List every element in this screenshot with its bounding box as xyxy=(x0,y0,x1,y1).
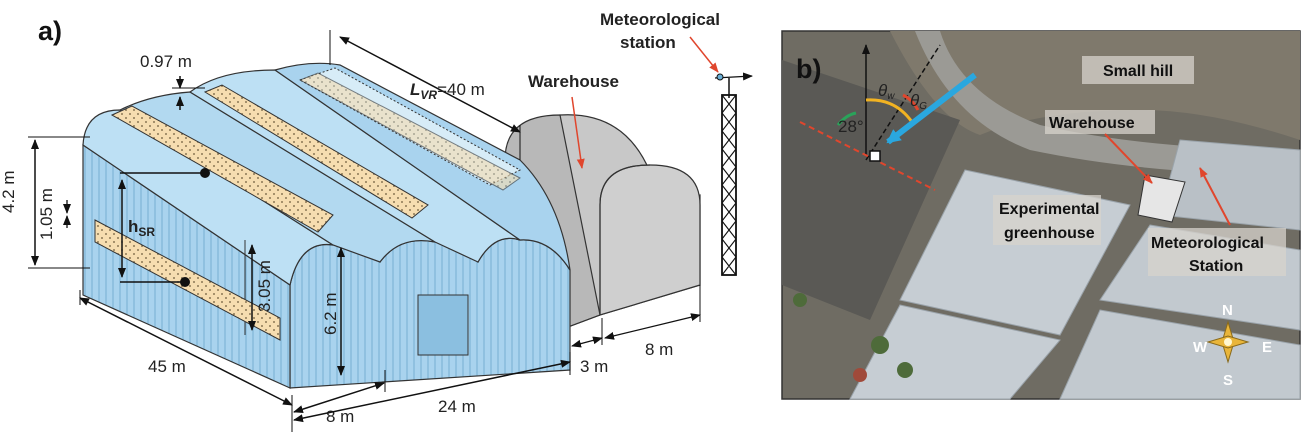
warehouse-label-a: Warehouse xyxy=(528,72,619,91)
compass-rose-icon xyxy=(1206,320,1250,364)
panel-b-label: b) xyxy=(796,54,821,84)
compass-e-label: E xyxy=(1262,339,1272,356)
met-station-label-line1: Meteorological xyxy=(600,10,720,29)
small-hill-label: Small hill xyxy=(1103,63,1173,80)
compass-n-label: N xyxy=(1222,302,1233,319)
roof-vent-strip-2 xyxy=(203,84,429,219)
met-station-tower-icon xyxy=(714,72,753,276)
lvr-dimension-line xyxy=(339,36,521,133)
greenhouse-label-line1: Experimental xyxy=(999,201,1099,218)
met-station-label-b-line1: Meteorological xyxy=(1151,235,1264,252)
warehouse-label-b: Warehouse xyxy=(1049,115,1135,132)
dim-length-45-label: 45 m xyxy=(148,357,186,376)
hsr-indicator xyxy=(118,168,210,287)
satellite-image xyxy=(781,30,1301,400)
greenhouse-label-line2: greenhouse xyxy=(1004,225,1095,242)
greenhouse-body xyxy=(82,62,571,389)
roof-vent-strip-1 xyxy=(110,105,334,233)
met-station-label-b-line2: Station xyxy=(1189,258,1243,275)
compass-w-label: W xyxy=(1193,339,1208,356)
met-station-label-line2: station xyxy=(620,33,676,52)
dim-width-24-label: 24 m xyxy=(438,397,476,416)
compass-s-label: S xyxy=(1223,372,1233,389)
dim-warehouse-8-label: 8 m xyxy=(645,340,673,359)
theta-g-label: θG xyxy=(910,91,927,112)
dim-height-105-label: 1.05 m xyxy=(37,188,56,240)
theta-w-label: θw xyxy=(878,81,895,102)
dim-height-42-label: 4.2 m xyxy=(0,170,18,213)
wind-angle-diagram xyxy=(799,44,977,191)
angle-28-label: 28° xyxy=(838,117,864,136)
length-45-dimension-line xyxy=(79,297,293,406)
hsr-label: hSR xyxy=(128,217,155,239)
dim-gap-3-label: 3 m xyxy=(580,357,608,376)
panel-a-label: a) xyxy=(38,16,62,46)
dim-height-62-label: 6.2 m xyxy=(321,292,340,335)
dim-vent-gap-label: 0.97 m xyxy=(140,52,192,71)
lvr-label: LVR=40 m xyxy=(410,80,485,102)
dim-height-305-label: 3.05 m xyxy=(255,260,274,312)
